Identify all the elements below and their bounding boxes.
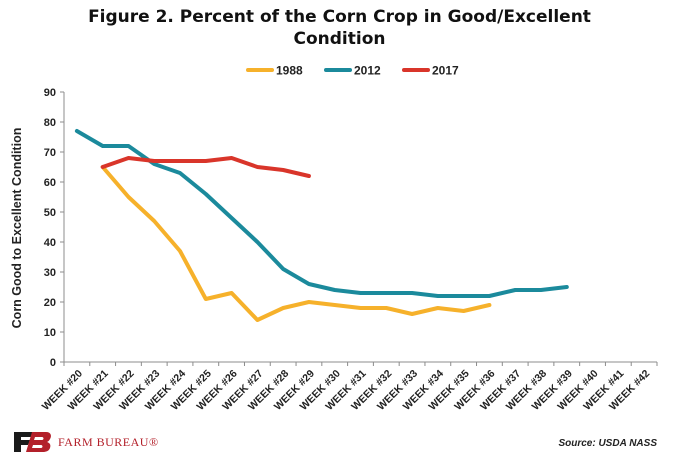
legend-label-1988: 1988	[276, 64, 303, 78]
legend-label-2012: 2012	[354, 64, 381, 78]
fb-logo-icon	[14, 432, 51, 452]
chart-title-line-1: Figure 2. Percent of the Corn Crop in Go…	[88, 7, 591, 27]
farm-bureau-logo: FARM BUREAU®	[12, 428, 159, 456]
legend-label-2017: 2017	[432, 64, 459, 78]
y-tick-label: 70	[44, 147, 56, 159]
y-tick-label: 50	[44, 207, 56, 219]
y-tick-label: 80	[44, 117, 56, 129]
series-line-2012	[74, 129, 569, 298]
y-tick-label: 90	[44, 87, 56, 99]
axes	[63, 92, 657, 363]
y-tick-label: 60	[44, 177, 56, 189]
y-tick-label: 10	[44, 327, 56, 339]
series-line-1988	[100, 165, 492, 322]
y-tick-label: 0	[50, 357, 56, 369]
series-lines	[74, 129, 569, 322]
y-axis-ticks: 0 10 20 30 40 50 60 70 80 90	[44, 87, 64, 369]
y-tick-label: 40	[44, 237, 56, 249]
y-tick-label: 30	[44, 267, 56, 279]
series-line-2017	[100, 156, 311, 178]
brand-name: FARM BUREAU®	[58, 434, 159, 449]
chart-title: Figure 2. Percent of the Corn Crop in Go…	[0, 6, 679, 50]
source-note: Source: USDA NASS	[558, 438, 657, 449]
legend: 1988 2012 2017	[246, 64, 459, 78]
y-axis-label: Corn Good to Excellent Condition	[10, 128, 24, 329]
y-tick-label: 20	[44, 297, 56, 309]
chart-title-line-2: Condition	[293, 29, 386, 49]
